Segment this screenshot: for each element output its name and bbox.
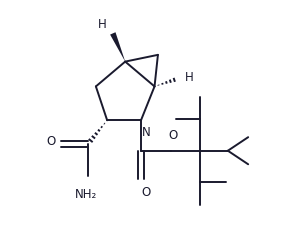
Polygon shape	[110, 32, 125, 62]
Text: O: O	[168, 129, 177, 142]
Text: H: H	[98, 18, 107, 31]
Text: NH₂: NH₂	[75, 188, 97, 201]
Text: H: H	[185, 71, 194, 84]
Text: O: O	[141, 186, 150, 199]
Text: O: O	[46, 135, 55, 148]
Text: N: N	[142, 126, 151, 139]
